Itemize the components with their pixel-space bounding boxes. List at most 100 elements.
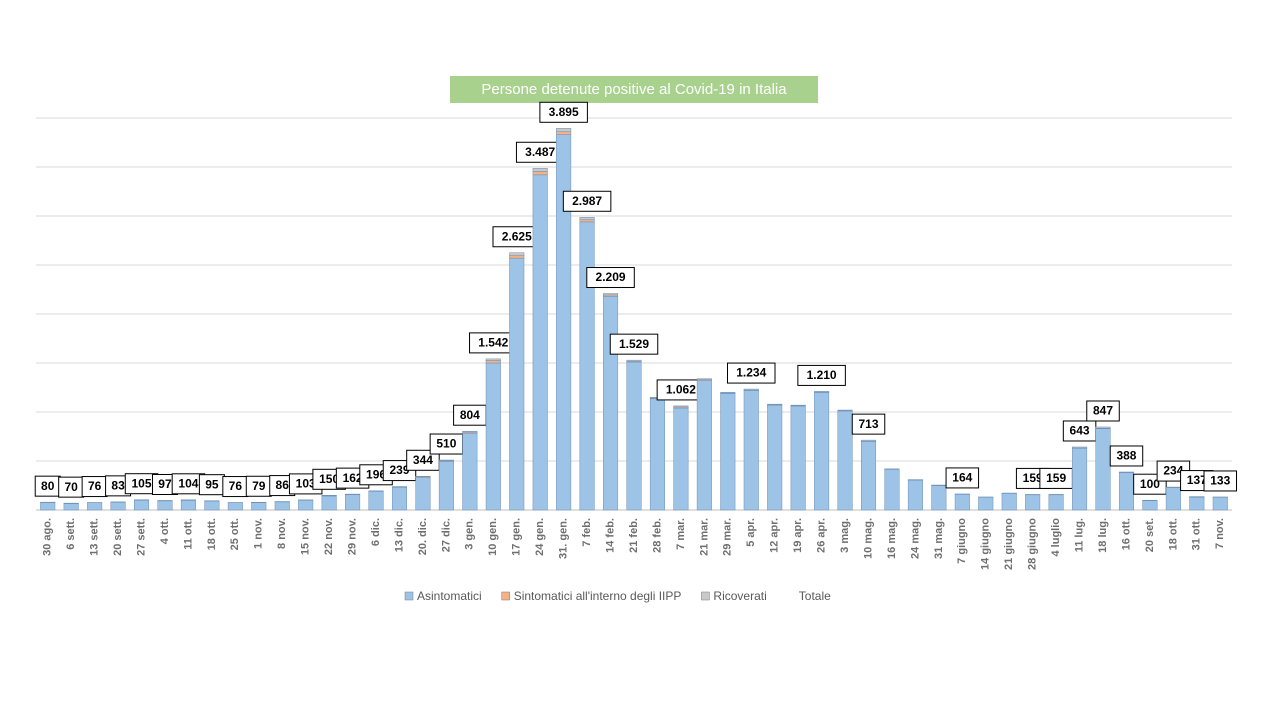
bar-segment <box>532 174 548 511</box>
data-label: 234 <box>1163 464 1183 478</box>
bar-segment <box>649 398 665 511</box>
x-tick-label: 7 giugno <box>956 518 968 564</box>
bar-segment <box>438 461 454 511</box>
data-label-box <box>586 267 635 289</box>
bar-segment <box>720 393 736 511</box>
bar-segment <box>556 131 572 135</box>
x-tick-label: 13 sett. <box>89 518 101 556</box>
bar-segment <box>1212 497 1228 511</box>
bar-segment <box>814 391 830 393</box>
data-label: 804 <box>460 408 480 422</box>
bar-segment <box>485 360 501 364</box>
data-label: 76 <box>229 479 243 493</box>
data-label: 713 <box>858 417 878 431</box>
data-label-box <box>1086 400 1120 422</box>
x-tick-label: 21 mar. <box>698 518 710 556</box>
x-tick-label: 16 mag. <box>886 518 898 559</box>
x-tick-label: 3 mag. <box>839 518 851 553</box>
bar-segment <box>415 477 431 511</box>
data-label-box <box>1203 470 1238 492</box>
x-tick-label: 21 feb. <box>628 518 640 553</box>
bar-segment <box>603 293 619 296</box>
x-tick-label: 24 mag. <box>909 518 921 559</box>
data-label: 510 <box>436 437 456 451</box>
x-tick-label: 13 dic. <box>393 518 405 552</box>
data-label: 137 <box>1187 473 1207 487</box>
bar-segment <box>509 257 525 511</box>
bar-segment <box>1095 428 1111 511</box>
bar-segment <box>579 219 595 223</box>
x-tick-label: 19 apr. <box>792 518 804 553</box>
x-tick-label: 1 nov. <box>253 518 265 549</box>
x-tick-label: 26 apr. <box>816 518 828 553</box>
bar-segment <box>1189 497 1205 511</box>
x-tick-label: 18 lug. <box>1097 518 1109 553</box>
bar-segment <box>884 469 900 511</box>
bar-segment <box>860 439 877 442</box>
bar-segment <box>110 502 126 511</box>
bar-segment <box>532 171 548 176</box>
bar-segment <box>696 380 712 511</box>
bar-segment <box>1118 471 1134 473</box>
bar-segment <box>1118 472 1134 511</box>
x-tick-label: 7 nov. <box>1214 518 1226 549</box>
bar-segment <box>509 252 525 256</box>
x-tick-label: 29 nov. <box>346 518 358 555</box>
bar-segment <box>954 494 970 511</box>
x-tick-label: 10 gen. <box>487 518 499 556</box>
legend-label: Totale <box>799 589 831 603</box>
bar-segment <box>485 358 501 361</box>
x-tick-label: 31. gen. <box>558 518 570 559</box>
bar-segment <box>626 361 642 511</box>
legend-label: Ricoverati <box>713 589 766 603</box>
bar-segment <box>345 494 361 511</box>
x-tick-label: 27 sett. <box>135 518 147 556</box>
bar-segment <box>626 359 642 362</box>
data-label-box <box>851 413 886 435</box>
data-label: 97 <box>158 477 172 491</box>
data-label-box <box>945 467 980 489</box>
x-tick-label: 4 luglio <box>1050 518 1062 557</box>
bar-segment <box>860 441 877 511</box>
data-label: 643 <box>1070 424 1090 438</box>
data-label: 239 <box>389 463 409 477</box>
bar-segment <box>767 403 783 405</box>
x-tick-label: 31 mag. <box>933 518 945 559</box>
bar-segment <box>603 296 619 511</box>
legend-label: Sintomatici all'interno degli IIPP <box>514 589 682 603</box>
data-label: 133 <box>1210 474 1230 488</box>
bar-segment <box>931 485 947 511</box>
data-label: 100 <box>1140 477 1160 491</box>
data-label-box <box>609 333 659 355</box>
data-label-box <box>797 364 846 386</box>
bar-segment <box>673 405 689 408</box>
x-tick-label: 31 ott. <box>1191 518 1203 550</box>
x-tick-label: 3 gen. <box>464 518 476 550</box>
x-tick-label: 28 feb. <box>651 518 663 553</box>
bar-segment <box>438 459 454 461</box>
bar-segment <box>1165 487 1181 511</box>
x-tick-label: 18 ott. <box>1167 518 1179 550</box>
data-label-box <box>539 101 588 123</box>
data-label-box <box>727 362 776 384</box>
bar-segment <box>1072 448 1088 511</box>
bar-segment <box>1025 494 1041 511</box>
data-label: 76 <box>88 479 102 493</box>
x-tick-label: 17 gen. <box>511 518 523 556</box>
x-tick-label: 14 giugno <box>980 518 992 570</box>
bar-segment <box>485 362 501 511</box>
data-label: 83 <box>111 479 125 493</box>
data-label: 847 <box>1093 404 1113 418</box>
x-tick-label: 11 ott. <box>182 518 194 550</box>
x-tick-label: 11 lug. <box>1073 518 1085 552</box>
data-label: 1.062 <box>666 383 696 397</box>
bar-segment <box>814 392 830 511</box>
data-label: 2.625 <box>502 229 532 243</box>
x-tick-label: 30 ago. <box>42 518 54 556</box>
bar-segment <box>227 502 243 511</box>
bar-segment <box>532 168 548 172</box>
legend-swatch <box>701 591 710 601</box>
bar-segment <box>1001 493 1017 511</box>
data-label: 196 <box>366 467 386 481</box>
x-tick-label: 25 ott. <box>229 518 241 550</box>
